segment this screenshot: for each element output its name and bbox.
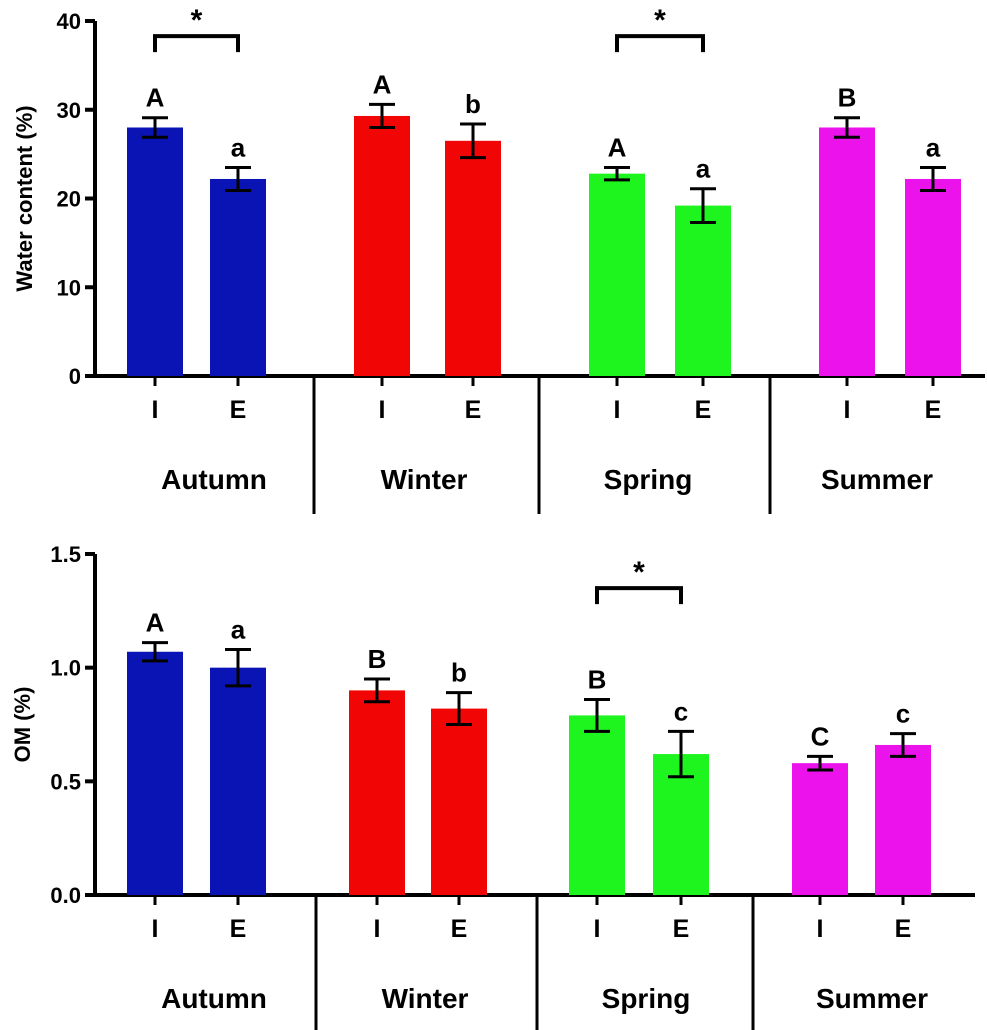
significance-star: * [633, 556, 645, 589]
y-axis-label: Water content (%) [12, 105, 37, 291]
group-label-autumn: Autumn [161, 983, 267, 1014]
significance-letter: a [231, 132, 246, 162]
significance-letter: c [896, 699, 910, 729]
x-tick-label: I [152, 396, 159, 424]
bar [875, 744, 931, 895]
significance-letter: B [368, 644, 387, 674]
bar [431, 708, 487, 895]
x-tick-label: E [895, 915, 912, 943]
significance-letter: A [146, 608, 165, 638]
y-tick-label: 30 [57, 98, 81, 123]
significance-letter: b [451, 658, 467, 688]
bar [569, 715, 625, 895]
x-tick-label: I [614, 396, 621, 424]
group-label-autumn: Autumn [161, 464, 267, 495]
x-tick-label: I [594, 915, 601, 943]
significance-star: * [191, 4, 203, 37]
bar [792, 763, 848, 895]
y-tick-label: 1.0 [50, 656, 81, 681]
y-tick-label: 1.5 [50, 542, 81, 567]
significance-bracket [153, 34, 240, 53]
group-label-spring: Spring [604, 464, 693, 495]
chart-om: 0.0 0.5 1.0 1.5 OM (%) A Ia E B Ib E B Ic E C Ic E Autumn… [10, 542, 975, 1030]
group-label-summer: Summer [821, 464, 933, 495]
y-tick-label: 0.5 [50, 769, 81, 794]
x-tick-label: E [465, 396, 482, 424]
bar [675, 205, 731, 376]
significance-letter: A [146, 83, 165, 113]
x-tick-label: E [695, 396, 712, 424]
significance-letter: a [926, 132, 941, 162]
x-tick-label: I [152, 915, 159, 943]
x-tick-label: E [673, 915, 690, 943]
bar [905, 178, 961, 376]
x-tick-label: I [374, 915, 381, 943]
significance-letter: A [608, 132, 627, 162]
significance-bracket [615, 34, 705, 53]
group-label-summer: Summer [816, 983, 928, 1014]
bar [127, 127, 183, 376]
x-tick-label: E [230, 915, 247, 943]
bar [349, 690, 405, 895]
y-tick-label: 10 [57, 275, 81, 300]
y-tick-label: 0 [69, 364, 81, 389]
significance-letter: B [838, 83, 857, 113]
significance-star: * [654, 4, 666, 37]
y-axis-label: OM (%) [10, 687, 35, 763]
bar [445, 140, 501, 376]
significance-letter: b [465, 89, 481, 119]
significance-letter: A [373, 69, 392, 99]
significance-letter: a [231, 614, 246, 644]
bar [589, 173, 645, 376]
x-tick-label: E [451, 915, 468, 943]
x-tick-label: I [379, 396, 386, 424]
bar [354, 115, 410, 377]
significance-bracket [595, 586, 683, 605]
chart-water-content: 0 10 20 30 40 Water content (%) A Ia E A Ib E A Ia E B I… [12, 4, 985, 514]
group-label-winter: Winter [381, 464, 468, 495]
y-tick-label: 20 [57, 187, 81, 212]
significance-letter: a [696, 154, 711, 184]
bar [210, 178, 266, 376]
y-tick-label: 40 [57, 9, 81, 34]
significance-letter: B [588, 664, 607, 694]
significance-letter: c [674, 696, 688, 726]
x-tick-label: E [925, 396, 942, 424]
x-tick-label: I [817, 915, 824, 943]
x-tick-label: I [844, 396, 851, 424]
x-tick-label: E [230, 396, 247, 424]
bar [819, 127, 875, 376]
bar [210, 667, 266, 895]
group-label-winter: Winter [382, 983, 469, 1014]
group-label-spring: Spring [602, 983, 691, 1014]
bar [127, 651, 183, 895]
significance-letter: C [811, 721, 830, 751]
y-tick-label: 0.0 [50, 883, 81, 908]
